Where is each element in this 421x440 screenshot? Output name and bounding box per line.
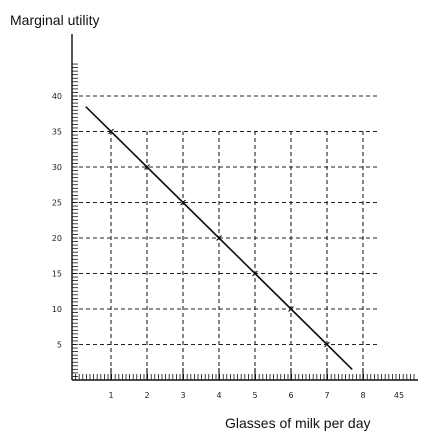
- y-tick-label-20: 20: [52, 234, 62, 243]
- x-tick-label-4: 4: [216, 391, 221, 400]
- series-layer: [85, 106, 353, 370]
- horizontal-gridlines: [72, 95, 380, 346]
- y-tick-labels: 5 10 15 20 25 30 35 40: [52, 92, 62, 350]
- x-tick-label-45: 45: [394, 391, 404, 400]
- y-tick-label-10: 10: [52, 305, 62, 314]
- y-tick-label-30: 30: [52, 163, 62, 172]
- data-point: [108, 128, 114, 135]
- y-tick-label-40: 40: [52, 92, 62, 101]
- axes: [71, 34, 418, 381]
- x-tick-label-5: 5: [252, 391, 257, 400]
- x-tick-label-8: 8: [360, 391, 365, 400]
- x-axis-title: Glasses of milk per day: [225, 415, 371, 431]
- y-tick-label-5: 5: [57, 341, 62, 350]
- x-tick-label-7: 7: [324, 391, 329, 400]
- y-tick-label-25: 25: [52, 199, 62, 208]
- y-tick-label-15: 15: [52, 270, 62, 279]
- data-point: [180, 199, 186, 206]
- x-tick-label-1: 1: [108, 391, 113, 400]
- data-point: [288, 306, 294, 312]
- x-tick-label-3: 3: [180, 391, 185, 400]
- minor-ticks: [71, 63, 415, 381]
- y-tick-label-35: 35: [52, 128, 62, 137]
- x-tick-label-6: 6: [288, 391, 293, 400]
- x-tick-label-2: 2: [144, 391, 149, 400]
- x-tick-labels: 1 2 3 4 5 6 7 8 45: [108, 391, 404, 400]
- data-point: [144, 164, 150, 170]
- data-point: [324, 341, 330, 348]
- data-point: [216, 235, 222, 241]
- data-point: [252, 270, 258, 277]
- y-axis-title: Marginal utility: [10, 12, 99, 28]
